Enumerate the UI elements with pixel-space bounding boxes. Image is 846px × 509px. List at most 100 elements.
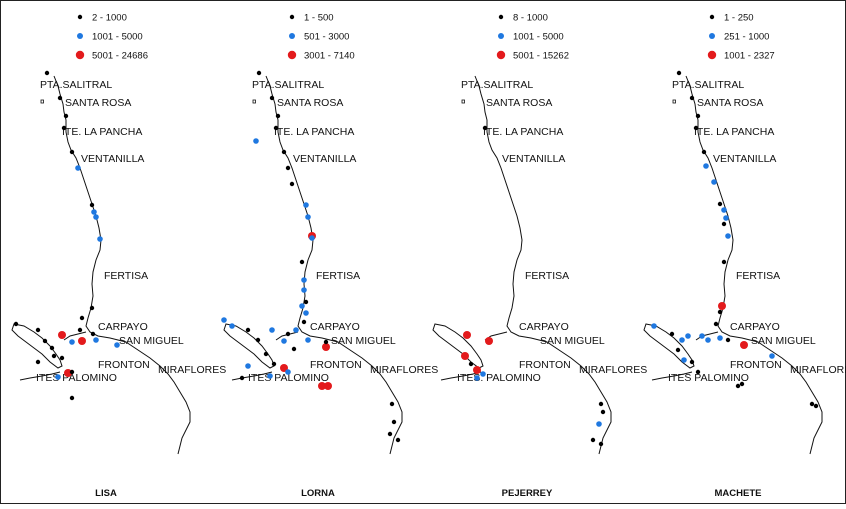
map-panel-lorna: 1 - 500 501 - 3000 3001 - 7140 PTA.SALITRAL…	[221, 13, 438, 499]
sample-point	[61, 125, 67, 131]
place-label-carpayo: CARPAYO	[730, 321, 780, 333]
shoreline	[651, 371, 693, 381]
legend-label: 501 - 3000	[304, 32, 349, 43]
place-label-ite-la-pancha: ITE. LA PANCHA	[274, 126, 354, 138]
sample-point	[285, 165, 291, 171]
sample-point	[693, 125, 699, 131]
sample-point	[293, 327, 299, 333]
san-lorenzo-island	[432, 323, 484, 369]
sample-point	[318, 382, 326, 390]
sample-point	[269, 327, 275, 333]
sample-point	[718, 302, 726, 310]
sample-point	[49, 345, 55, 351]
islet	[40, 99, 44, 104]
sample-point	[740, 341, 748, 349]
sample-point	[93, 337, 99, 343]
sample-point	[245, 327, 251, 333]
sample-point	[281, 149, 287, 155]
sample-point	[721, 259, 727, 265]
sample-point	[590, 437, 596, 443]
sample-point	[51, 353, 57, 359]
legend-symbol-small	[77, 14, 83, 20]
sample-point	[301, 277, 307, 283]
sample-point	[281, 338, 287, 344]
place-label-santa-rosa: SANTA ROSA	[65, 97, 131, 109]
place-label-carpayo: CARPAYO	[98, 321, 148, 333]
sample-point	[273, 125, 279, 131]
sample-point	[461, 352, 469, 360]
place-label-pta-salitral: PTA.SALITRAL	[461, 79, 533, 91]
sample-point	[89, 202, 95, 208]
sample-point	[229, 323, 235, 329]
sample-point	[387, 431, 393, 437]
place-label-ites-palomino: ITES. PALOMINO	[457, 372, 541, 384]
san-lorenzo-island	[223, 323, 275, 369]
sample-point	[35, 327, 41, 333]
sample-point	[280, 364, 288, 372]
coastline	[474, 75, 612, 455]
san-lorenzo-island	[11, 323, 63, 369]
sample-point	[301, 319, 307, 325]
place-label-miraflores: MIRAFLORES	[579, 364, 647, 376]
place-label-ventanilla: VENTANILLA	[293, 153, 356, 165]
sample-point	[651, 323, 657, 329]
place-label-ventanilla: VENTANILLA	[713, 153, 776, 165]
place-label-fronton: FRONTON	[98, 359, 150, 371]
sample-point	[35, 359, 41, 365]
place-label-san-miguel: SAN MIGUEL	[540, 335, 605, 347]
place-label-ite-la-pancha: ITE. LA PANCHA	[694, 126, 774, 138]
islet	[672, 99, 676, 104]
sample-point	[721, 207, 727, 213]
sample-point	[323, 339, 329, 345]
sample-point	[13, 321, 19, 327]
sample-point	[55, 374, 61, 380]
place-label-ventanilla: VENTANILLA	[81, 153, 144, 165]
sample-point	[685, 333, 691, 339]
legend-label: 1001 - 2327	[724, 51, 775, 62]
shoreline	[275, 331, 299, 341]
sample-point	[769, 353, 775, 359]
sample-point	[389, 401, 395, 407]
legend-label: 5001 - 24686	[92, 51, 148, 62]
sample-point	[69, 369, 75, 375]
sample-point	[717, 309, 723, 315]
legend-symbol-large	[707, 50, 717, 60]
legend-symbol-small	[289, 14, 295, 20]
sample-point	[239, 375, 245, 381]
place-label-carpayo: CARPAYO	[310, 321, 360, 333]
sample-point	[42, 338, 48, 344]
sample-point	[64, 369, 72, 377]
sample-point	[303, 202, 309, 208]
islet	[252, 99, 256, 104]
sample-point	[79, 315, 85, 321]
place-label-ventanilla: VENTANILLA	[502, 153, 565, 165]
place-label-santa-rosa: SANTA ROSA	[486, 97, 552, 109]
sample-point	[114, 342, 120, 348]
sample-point	[739, 381, 745, 387]
sample-point	[723, 215, 729, 221]
legend-symbol-small	[709, 14, 715, 20]
sample-point	[44, 70, 50, 76]
sample-point	[57, 95, 63, 101]
sample-point	[285, 331, 291, 337]
sample-point	[485, 337, 493, 345]
legend-label: 1 - 500	[304, 13, 334, 24]
sample-point	[63, 113, 69, 119]
sample-point	[703, 163, 709, 169]
sample-point	[596, 421, 602, 427]
sample-point	[269, 95, 275, 101]
sample-point	[725, 337, 731, 343]
place-label-pta-salitral: PTA.SALITRAL	[252, 79, 324, 91]
legend-label: 2 - 1000	[92, 13, 127, 24]
shoreline	[19, 371, 61, 381]
sample-point	[699, 333, 705, 339]
sample-point	[245, 363, 251, 369]
place-label-santa-rosa: SANTA ROSA	[697, 97, 763, 109]
place-label-carpayo: CARPAYO	[519, 321, 569, 333]
sample-point	[322, 343, 330, 351]
legend-symbol-large	[75, 50, 85, 60]
sample-point	[480, 371, 486, 377]
panel-title: LISA	[95, 488, 117, 499]
sample-point	[285, 369, 291, 375]
